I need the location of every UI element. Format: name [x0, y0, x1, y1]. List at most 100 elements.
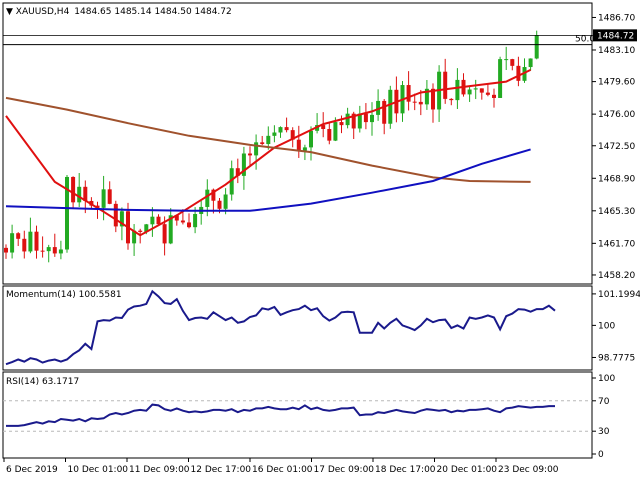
candle-body[interactable]: [217, 200, 222, 209]
candle-body[interactable]: [479, 88, 484, 93]
candle-body[interactable]: [510, 59, 515, 66]
candle-body[interactable]: [302, 147, 307, 151]
candle-body[interactable]: [101, 189, 106, 208]
candle-body[interactable]: [327, 129, 332, 141]
candle-body[interactable]: [235, 168, 240, 176]
candle-body[interactable]: [71, 176, 76, 203]
candle-body[interactable]: [223, 194, 228, 209]
candle-body[interactable]: [443, 71, 448, 99]
candle-body[interactable]: [431, 88, 435, 110]
candle-body[interactable]: [138, 230, 143, 232]
candle-body[interactable]: [16, 233, 21, 239]
price-tick-label: 1458.20: [598, 271, 635, 281]
candle-body[interactable]: [351, 113, 356, 129]
candle-body[interactable]: [339, 122, 344, 126]
momentum-panel[interactable]: Momentum(14) 100.5581 101.1994 100 98.7775: [2, 285, 640, 371]
candle-body[interactable]: [309, 130, 313, 148]
candle-body[interactable]: [4, 247, 8, 253]
candle-body[interactable]: [534, 35, 539, 59]
rsi-tick-label: 0: [598, 450, 604, 460]
candle-body[interactable]: [498, 59, 503, 98]
candle-body[interactable]: [10, 233, 15, 253]
chart-symbol-icon: ▼: [6, 7, 16, 17]
candle-body[interactable]: [290, 130, 295, 140]
candle-body[interactable]: [229, 168, 234, 195]
candle-body[interactable]: [284, 127, 289, 131]
candle-body[interactable]: [187, 222, 191, 228]
candle-body[interactable]: [46, 247, 51, 252]
candle-body[interactable]: [321, 125, 326, 130]
rsi-tick-label: 100: [598, 374, 615, 384]
candle-body[interactable]: [528, 58, 533, 68]
price-panel[interactable]: 50.0 ▼ XAUUSD,H4 1484.65 1485.14 1484.50 …: [2, 2, 637, 285]
candle-body[interactable]: [77, 186, 82, 203]
candle-body[interactable]: [370, 114, 374, 123]
price-tick-label: 1483.10: [598, 46, 635, 56]
price-tick-label: 1461.70: [598, 239, 635, 249]
momentum-title: Momentum(14) 100.5581: [6, 290, 122, 300]
candle-body[interactable]: [248, 153, 252, 156]
candle-body[interactable]: [504, 59, 509, 61]
candle-body[interactable]: [150, 216, 155, 225]
price-tick-label: 1465.30: [598, 207, 635, 217]
rsi-panel[interactable]: RSI(14) 63.1717 100 70 30 0: [2, 371, 615, 460]
candle-body[interactable]: [406, 85, 411, 102]
candle-body[interactable]: [357, 113, 362, 129]
candle-body[interactable]: [65, 176, 69, 250]
candle-body[interactable]: [455, 79, 460, 101]
candle-body[interactable]: [467, 89, 472, 95]
candle-body[interactable]: [156, 216, 161, 225]
candle-body[interactable]: [52, 247, 57, 254]
rsi-levels: [3, 400, 592, 432]
candle-body[interactable]: [424, 88, 429, 105]
candle-body[interactable]: [278, 127, 283, 133]
candle-body[interactable]: [388, 89, 393, 124]
candle-body[interactable]: [296, 139, 301, 151]
candle-body[interactable]: [193, 213, 198, 228]
price-tick-label: 1486.70: [598, 13, 635, 23]
candle-body[interactable]: [168, 215, 173, 244]
candle-body[interactable]: [144, 224, 149, 232]
candle-body[interactable]: [119, 211, 124, 227]
candle-body[interactable]: [58, 249, 63, 254]
candle-body[interactable]: [382, 100, 387, 124]
candle-body[interactable]: [418, 101, 423, 105]
candle-body[interactable]: [132, 230, 137, 244]
candle-body[interactable]: [113, 203, 118, 227]
candle-body[interactable]: [205, 189, 210, 207]
candle-body[interactable]: [266, 135, 271, 145]
candle-body[interactable]: [174, 215, 179, 221]
candle-body[interactable]: [83, 186, 88, 201]
candle-body[interactable]: [333, 122, 338, 141]
candle-body[interactable]: [473, 88, 478, 90]
price-tick-label: 1479.60: [598, 78, 635, 88]
candle-body[interactable]: [95, 205, 100, 208]
candle-body[interactable]: [180, 220, 185, 223]
candle-body[interactable]: [211, 189, 216, 201]
candle-body[interactable]: [107, 189, 112, 204]
candle-body[interactable]: [272, 132, 277, 136]
candle-body[interactable]: [485, 92, 490, 95]
candle-body[interactable]: [162, 224, 167, 244]
price-candles[interactable]: [4, 30, 539, 263]
candle-body[interactable]: [40, 250, 45, 252]
candle-body[interactable]: [260, 142, 265, 145]
price-panel-frame: [2, 2, 593, 285]
chart-header: ▼ XAUUSD,H4 1484.65 1485.14 1484.50 1484.…: [6, 7, 232, 17]
candle-body[interactable]: [34, 231, 39, 251]
candle-body[interactable]: [376, 100, 381, 115]
candle-body[interactable]: [345, 113, 350, 126]
time-tick-label: 6 Dec 2019: [6, 465, 58, 475]
candle-body[interactable]: [449, 98, 454, 101]
candle-body[interactable]: [363, 113, 368, 123]
candle-body[interactable]: [412, 101, 417, 103]
momentum-axis: 101.1994 100 98.7775: [592, 290, 640, 363]
candle-body[interactable]: [241, 153, 246, 176]
candle-body[interactable]: [254, 142, 259, 156]
candle-body[interactable]: [492, 94, 496, 98]
candle-body[interactable]: [28, 231, 33, 252]
candle-body[interactable]: [516, 65, 521, 81]
candle-body[interactable]: [22, 238, 27, 252]
